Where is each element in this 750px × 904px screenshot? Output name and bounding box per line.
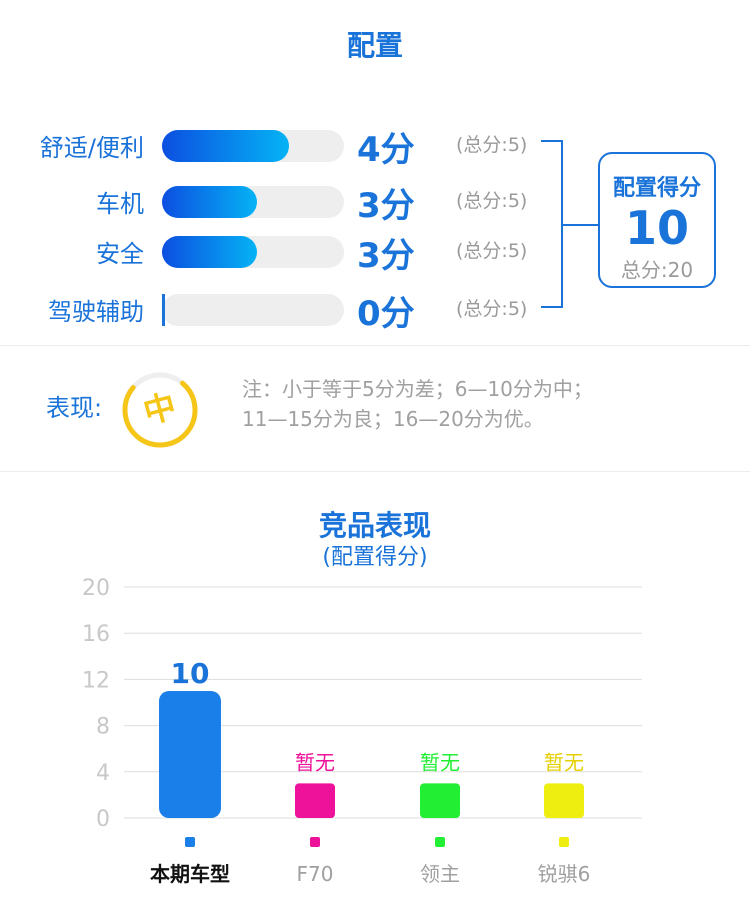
x-category-label: 锐骐6 bbox=[538, 862, 591, 886]
config-row-comfort: 舒适/便利 4分 (总分:5) bbox=[0, 122, 560, 170]
config-title: 配置 bbox=[346, 29, 403, 62]
bar bbox=[295, 783, 335, 818]
score-bracket-connector bbox=[563, 224, 598, 226]
config-row-label: 舒适/便利 bbox=[39, 134, 144, 162]
y-tick-label: 12 bbox=[82, 668, 110, 693]
score-bracket bbox=[541, 140, 563, 308]
config-row-total: (总分:5) bbox=[456, 298, 528, 320]
config-row-driver-assist: 驾驶辅助 0分 (总分:5) bbox=[0, 286, 560, 334]
legend-marker bbox=[435, 837, 445, 847]
legend-marker bbox=[310, 837, 320, 847]
x-category-label: 本期车型 bbox=[150, 862, 230, 886]
performance-label: 表现: bbox=[46, 394, 103, 422]
bar bbox=[544, 783, 584, 818]
score-bar-fill bbox=[162, 130, 289, 162]
chart-subtitle: (配置得分) bbox=[322, 545, 428, 570]
config-row-score: 4分 bbox=[357, 130, 415, 170]
chart-title: 竞品表现 bbox=[318, 509, 431, 542]
section-divider bbox=[0, 471, 750, 472]
score-bar-track bbox=[162, 130, 344, 162]
x-category-label: 领主 bbox=[420, 862, 460, 886]
y-tick-label: 8 bbox=[96, 715, 110, 740]
section-divider bbox=[0, 345, 750, 346]
score-bar-track bbox=[162, 186, 344, 218]
grade-ring-arc bbox=[122, 380, 198, 448]
config-row-label: 安全 bbox=[96, 240, 144, 268]
bar-data-label: 暂无 bbox=[420, 750, 460, 774]
y-tick-label: 20 bbox=[82, 576, 110, 601]
x-category-label: F70 bbox=[297, 862, 334, 886]
score-bar-track bbox=[162, 236, 344, 268]
score-bar-fill bbox=[162, 186, 257, 218]
config-row-score: 0分 bbox=[357, 294, 415, 334]
score-bar-zero-marker bbox=[162, 294, 165, 326]
bar bbox=[159, 690, 221, 818]
config-row-total: (总分:5) bbox=[456, 240, 528, 262]
y-tick-label: 0 bbox=[96, 807, 110, 832]
performance-note: 注：小于等于5分为差；6—10分为中； 11—15分为良；16—20分为优。 bbox=[242, 374, 642, 434]
score-bar-fill bbox=[162, 236, 257, 268]
config-row-label: 车机 bbox=[96, 190, 144, 218]
performance-grade-badge: 中 bbox=[122, 372, 198, 448]
grade-text: 中 bbox=[139, 387, 180, 432]
config-score-total: 总分:20 bbox=[620, 258, 694, 282]
bar-data-label: 10 bbox=[171, 657, 210, 690]
config-row-infotainment: 车机 3分 (总分:5) bbox=[0, 178, 560, 226]
config-row-score: 3分 bbox=[357, 186, 415, 226]
y-tick-label: 16 bbox=[82, 622, 110, 647]
config-row-label: 驾驶辅助 bbox=[48, 298, 144, 326]
bar bbox=[420, 783, 460, 818]
performance-note-line: 11—15分为良；16—20分为优。 bbox=[242, 407, 544, 431]
legend-marker bbox=[559, 837, 569, 847]
config-row-safety: 安全 3分 (总分:5) bbox=[0, 228, 560, 276]
legend-marker bbox=[185, 837, 195, 847]
config-row-total: (总分:5) bbox=[456, 190, 528, 212]
config-score-value: 10 bbox=[624, 201, 689, 255]
config-row-score: 3分 bbox=[357, 236, 415, 276]
config-score-box: 配置得分 10 总分:20 bbox=[598, 152, 716, 288]
bar-data-label: 暂无 bbox=[295, 750, 335, 774]
score-bar-track bbox=[162, 294, 344, 326]
y-tick-label: 4 bbox=[96, 761, 110, 786]
config-score-title: 配置得分 bbox=[612, 176, 701, 201]
performance-note-line: 注：小于等于5分为差；6—10分为中； bbox=[242, 377, 593, 401]
bar-data-label: 暂无 bbox=[544, 750, 584, 774]
config-row-total: (总分:5) bbox=[456, 134, 528, 156]
